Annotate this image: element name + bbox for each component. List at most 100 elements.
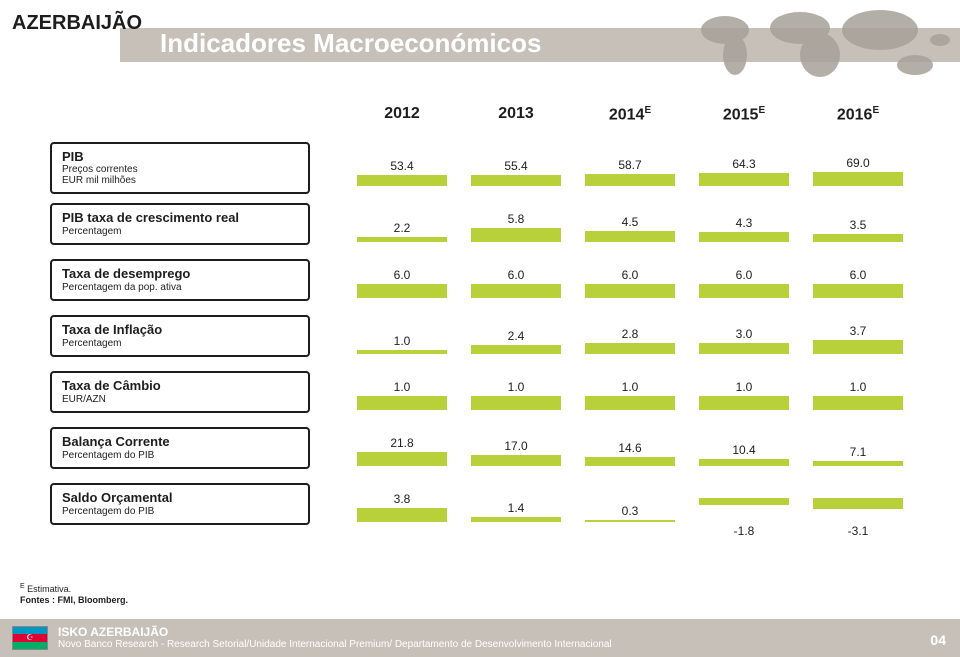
indicator-value: 2.2: [345, 221, 459, 235]
indicator-value: 1.0: [687, 380, 801, 394]
indicator-value: 4.3: [687, 216, 801, 230]
indicator-value: 6.0: [345, 268, 459, 282]
indicator-label-box: Taxa de desempregoPercentagem da pop. at…: [50, 259, 310, 300]
indicator-value: -3.1: [801, 524, 915, 538]
footnote-line2: Fontes : FMI, Bloomberg.: [20, 595, 128, 605]
indicator-cell: 4.5: [573, 202, 687, 246]
page-number: 04: [930, 632, 946, 648]
indicator-label-box: PIBPreços correntesEUR mil milhões: [50, 142, 310, 194]
indicator-cell: 1.4: [459, 482, 573, 526]
indicator-cell: 2.4: [459, 314, 573, 358]
bottom-brand: ISKO AZERBAIJÃO: [58, 625, 612, 639]
indicator-value: 21.8: [345, 436, 459, 450]
indicator-value: 1.4: [459, 501, 573, 515]
year-header: 2015E: [687, 105, 801, 124]
indicator-row: Balança CorrentePercentagem do PIB 21.817…: [50, 420, 920, 476]
indicator-sub: Percentagem do PIB: [62, 506, 298, 517]
indicator-title: Taxa de desemprego: [62, 267, 298, 281]
indicator-label-box: Taxa de CâmbioEUR/AZN: [50, 371, 310, 412]
indicator-cells: 21.817.014.610.47.1: [345, 426, 915, 470]
indicator-cell: 0.3: [573, 482, 687, 526]
indicator-cell: 3.5: [801, 202, 915, 246]
footnote-line1: Estimativa.: [25, 584, 72, 594]
indicator-cell: 6.0: [687, 258, 801, 302]
indicator-title: PIB: [62, 150, 298, 164]
indicator-value: 53.4: [345, 159, 459, 173]
indicator-cell: 17.0: [459, 426, 573, 470]
indicator-cell: 1.0: [345, 370, 459, 414]
indicator-sub: Percentagem: [62, 226, 298, 237]
indicator-value: 3.5: [801, 218, 915, 232]
indicator-cell: -3.1: [801, 482, 915, 526]
indicator-cell: 7.1: [801, 426, 915, 470]
indicator-cell: 53.4: [345, 146, 459, 190]
indicator-cells: 2.25.84.54.33.5: [345, 202, 915, 246]
indicator-value: 2.4: [459, 329, 573, 343]
world-map-decor: [680, 0, 960, 90]
indicator-value: 6.0: [573, 268, 687, 282]
indicator-cell: 6.0: [345, 258, 459, 302]
page-title: Indicadores Macroeconómicos: [160, 28, 541, 59]
indicator-value: 17.0: [459, 439, 573, 453]
indicator-sub: EUR/AZN: [62, 394, 298, 405]
indicator-value: 64.3: [687, 157, 801, 171]
bottom-sub: Novo Banco Research - Research Setorial/…: [58, 639, 612, 651]
year-header: 2016E: [801, 105, 915, 124]
indicator-cell: 64.3: [687, 146, 801, 190]
indicator-title: Taxa de Câmbio: [62, 379, 298, 393]
indicator-cell: 1.0: [573, 370, 687, 414]
indicator-value: 0.3: [573, 504, 687, 518]
year-headers: 201220132014E2015E2016E: [345, 105, 915, 124]
indicator-title: Balança Corrente: [62, 435, 298, 449]
indicator-cells: 6.06.06.06.06.0: [345, 258, 915, 302]
indicator-title: Taxa de Inflação: [62, 323, 298, 337]
indicator-cell: 1.0: [687, 370, 801, 414]
indicator-value: 58.7: [573, 158, 687, 172]
indicator-value: 3.7: [801, 324, 915, 338]
indicator-cells: 1.01.01.01.01.0: [345, 370, 915, 414]
indicator-sub: Preços correntesEUR mil milhões: [62, 164, 298, 186]
flag-icon: ☪: [12, 626, 48, 650]
indicator-value: 3.0: [687, 327, 801, 341]
indicator-value: 1.0: [573, 380, 687, 394]
indicator-cell: 1.0: [459, 370, 573, 414]
indicator-value: 4.5: [573, 215, 687, 229]
indicator-row: Taxa de desempregoPercentagem da pop. at…: [50, 252, 920, 308]
indicator-value: 2.8: [573, 327, 687, 341]
indicator-cells: 1.02.42.83.03.7: [345, 314, 915, 358]
indicator-cell: 58.7: [573, 146, 687, 190]
indicator-row: Taxa de CâmbioEUR/AZN1.01.01.01.01.0: [50, 364, 920, 420]
indicator-label-box: Saldo OrçamentalPercentagem do PIB: [50, 483, 310, 524]
indicator-cells: 3.81.40.3-1.8-3.1: [345, 482, 915, 526]
indicator-value: 1.0: [801, 380, 915, 394]
indicator-cell: 10.4: [687, 426, 801, 470]
indicator-cell: 6.0: [801, 258, 915, 302]
indicator-cell: 3.0: [687, 314, 801, 358]
indicator-value: 55.4: [459, 159, 573, 173]
indicator-cell: 6.0: [459, 258, 573, 302]
indicator-value: -1.8: [687, 524, 801, 538]
bottom-band: ☪ ISKO AZERBAIJÃO Novo Banco Research - …: [0, 619, 960, 657]
indicator-value: 5.8: [459, 212, 573, 226]
indicator-title: Saldo Orçamental: [62, 491, 298, 505]
footnotes: E Estimativa. Fontes : FMI, Bloomberg.: [20, 582, 128, 607]
indicator-cell: 1.0: [345, 314, 459, 358]
indicator-value: 7.1: [801, 445, 915, 459]
indicator-row: Saldo OrçamentalPercentagem do PIB 3.81.4…: [50, 476, 920, 532]
indicator-value: 1.0: [345, 380, 459, 394]
indicator-value: 6.0: [687, 268, 801, 282]
indicator-cell: 4.3: [687, 202, 801, 246]
indicator-title: PIB taxa de crescimento real: [62, 211, 298, 225]
indicator-label-box: Balança CorrentePercentagem do PIB: [50, 427, 310, 468]
indicator-cell: 3.8: [345, 482, 459, 526]
indicator-sub: Percentagem: [62, 338, 298, 349]
indicator-value: 6.0: [801, 268, 915, 282]
year-header: 2013: [459, 105, 573, 124]
indicator-cell: 14.6: [573, 426, 687, 470]
indicator-label-box: PIB taxa de crescimento realPercentagem: [50, 203, 310, 244]
indicator-cells: 53.455.458.764.369.0: [345, 146, 915, 190]
indicator-cell: 21.8: [345, 426, 459, 470]
indicator-row: PIB taxa de crescimento realPercentagem 2…: [50, 196, 920, 252]
indicator-cell: 2.2: [345, 202, 459, 246]
year-header: 2012: [345, 105, 459, 124]
